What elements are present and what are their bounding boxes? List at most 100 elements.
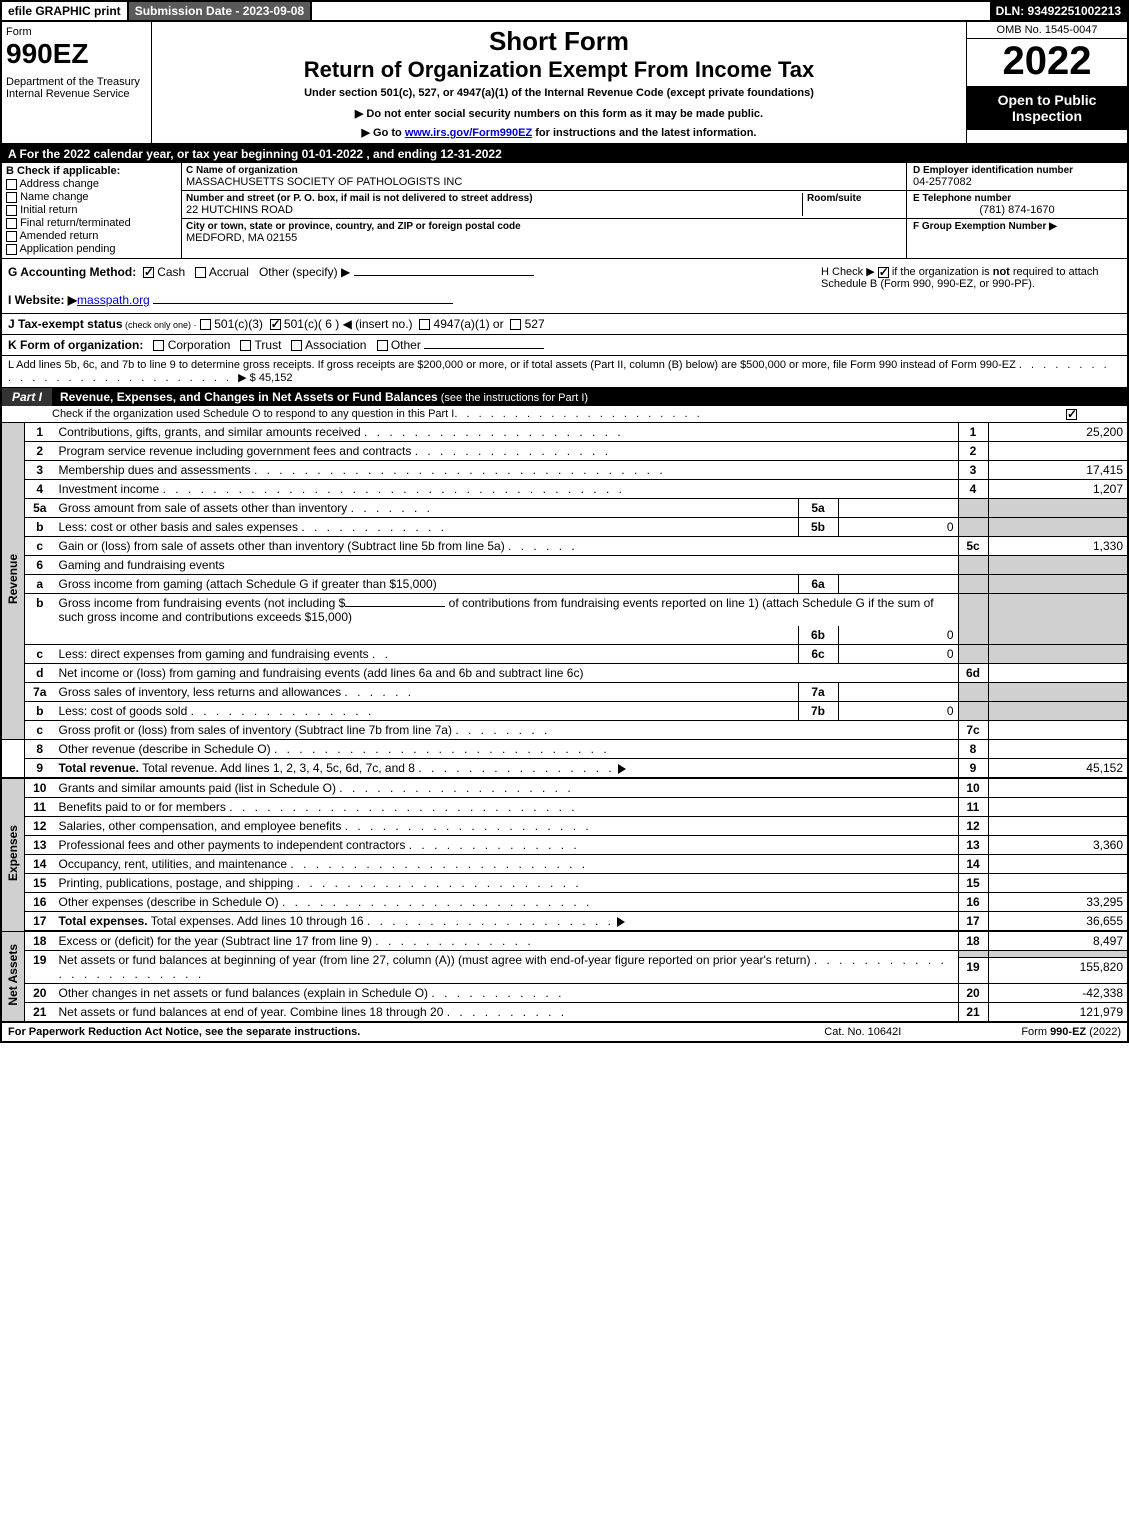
line-11-value (988, 798, 1128, 817)
check-501c[interactable] (270, 319, 281, 330)
line-10-value (988, 778, 1128, 798)
expenses-section-label: Expenses (1, 778, 25, 931)
ein-label: D Employer identification number (913, 165, 1121, 176)
part-i-tab: Part I (2, 388, 52, 406)
check-501c3[interactable] (200, 319, 211, 330)
line-19-value: 155,820 (988, 957, 1128, 983)
submission-date: Submission Date - 2023-09-08 (129, 2, 312, 20)
org-name: MASSACHUSETTS SOCIETY OF PATHOLOGISTS IN… (186, 176, 902, 188)
street-label: Number and street (or P. O. box, if mail… (186, 193, 802, 204)
under-section: Under section 501(c), 527, or 4947(a)(1)… (156, 87, 962, 99)
check-schedule-o[interactable] (1066, 409, 1077, 420)
line-16-value: 33,295 (988, 893, 1128, 912)
check-4947[interactable] (419, 319, 430, 330)
dln: DLN: 93492251002213 (990, 2, 1127, 20)
city-label: City or town, state or province, country… (186, 221, 902, 232)
line-18-value: 8,497 (988, 931, 1128, 951)
col-d-numbers: D Employer identification number 04-2577… (907, 163, 1127, 258)
line-7a-value (838, 683, 958, 702)
goto-instructions: ▶ Go to www.irs.gov/Form990EZ for instru… (156, 126, 962, 139)
check-name-change[interactable]: Name change (6, 191, 177, 203)
check-527[interactable] (510, 319, 521, 330)
row-j-tax-exempt: J Tax-exempt status (check only one) · 5… (0, 314, 1129, 335)
tel-label: E Telephone number (913, 193, 1121, 204)
triangle-icon (617, 917, 625, 927)
check-amended-return[interactable]: Amended return (6, 230, 177, 242)
do-not-enter: ▶ Do not enter social security numbers o… (156, 107, 962, 120)
line-1-value: 25,200 (988, 423, 1128, 442)
line-21-value: 121,979 (988, 1003, 1128, 1022)
lines-table: Revenue 1 Contributions, gifts, grants, … (0, 423, 1129, 1022)
group-exemption-label: F Group Exemption Number ▶ (913, 221, 1121, 232)
check-initial-return[interactable]: Initial return (6, 204, 177, 216)
line-7c-value (988, 721, 1128, 740)
accounting-method: G Accounting Method: Cash Accrual Other … (8, 265, 821, 279)
check-schedule-b[interactable] (878, 267, 889, 278)
line-5a-value (838, 499, 958, 518)
line-9-value: 45,152 (988, 759, 1128, 779)
check-application-pending[interactable]: Application pending (6, 243, 177, 255)
top-bar: efile GRAPHIC print Submission Date - 20… (0, 0, 1129, 22)
goto-pre: ▶ Go to (362, 127, 405, 139)
tel-value: (781) 874-1670 (913, 204, 1121, 216)
line-6d-value (988, 664, 1128, 683)
department: Department of the Treasury Internal Reve… (6, 76, 147, 100)
line-6b-value: 0 (838, 626, 958, 645)
website-link[interactable]: masspath.org (77, 293, 150, 307)
city-value: MEDFORD, MA 02155 (186, 232, 902, 244)
line-6c-value: 0 (838, 645, 958, 664)
part-i-title: Revenue, Expenses, and Changes in Net As… (52, 388, 1127, 406)
efile-label[interactable]: efile GRAPHIC print (2, 2, 129, 20)
line-15-value (988, 874, 1128, 893)
line-8-value (988, 740, 1128, 759)
goto-post: for instructions and the latest informat… (532, 127, 756, 139)
tax-year: 2022 (967, 39, 1127, 84)
org-name-label: C Name of organization (186, 165, 902, 176)
cat-no: Cat. No. 10642I (824, 1026, 901, 1038)
line-17-value: 36,655 (988, 912, 1128, 932)
line-14-value (988, 855, 1128, 874)
line-7b-value: 0 (838, 702, 958, 721)
check-cash[interactable] (143, 267, 154, 278)
ein-value: 04-2577082 (913, 176, 1121, 188)
line-13-value: 3,360 (988, 836, 1128, 855)
line-3-value: 17,415 (988, 461, 1128, 480)
part-i-check-row: Check if the organization used Schedule … (0, 406, 1129, 423)
line-20-value: -42,338 (988, 984, 1128, 1003)
line-5b-value: 0 (838, 518, 958, 537)
form-footer: Form 990-EZ (2022) (1021, 1026, 1121, 1038)
row-h-schedule-b: H Check ▶ if the organization is not req… (821, 265, 1121, 307)
line-12-value (988, 817, 1128, 836)
form-label: Form (6, 26, 147, 38)
dots: . . . . . . . . . . . . . . . . . . . . … (454, 408, 702, 420)
check-accrual[interactable] (195, 267, 206, 278)
street-value: 22 HUTCHINS ROAD (186, 204, 802, 216)
col-c-org-info: C Name of organization MASSACHUSETTS SOC… (182, 163, 907, 258)
check-corporation[interactable] (153, 340, 164, 351)
room-label: Room/suite (807, 193, 902, 204)
revenue-section-label: Revenue (1, 423, 25, 740)
netassets-section-label: Net Assets (1, 931, 25, 1022)
paperwork-notice: For Paperwork Reduction Act Notice, see … (8, 1026, 360, 1038)
triangle-icon (618, 764, 626, 774)
row-gh: G Accounting Method: Cash Accrual Other … (0, 259, 1129, 314)
check-other-org[interactable] (377, 340, 388, 351)
check-final-return[interactable]: Final return/terminated (6, 217, 177, 229)
form-number: 990EZ (6, 38, 147, 70)
omb-number: OMB No. 1545-0047 (967, 22, 1127, 39)
return-title: Return of Organization Exempt From Incom… (156, 57, 962, 83)
line-num: 1 (25, 423, 55, 442)
line-5c-value: 1,330 (988, 537, 1128, 556)
line-2-value (988, 442, 1128, 461)
check-association[interactable] (291, 340, 302, 351)
page-footer: For Paperwork Reduction Act Notice, see … (0, 1022, 1129, 1043)
irs-link[interactable]: www.irs.gov/Form990EZ (405, 127, 532, 139)
header-right: OMB No. 1545-0047 2022 Open to Public In… (967, 22, 1127, 143)
check-trust[interactable] (240, 340, 251, 351)
form-header: Form 990EZ Department of the Treasury In… (0, 22, 1129, 145)
check-address-change[interactable]: Address change (6, 178, 177, 190)
row-l-gross-receipts: L Add lines 5b, 6c, and 7b to line 9 to … (0, 356, 1129, 388)
row-a-calendar-year: A For the 2022 calendar year, or tax yea… (0, 145, 1129, 163)
part-i-header: Part I Revenue, Expenses, and Changes in… (0, 388, 1129, 406)
open-to-public: Open to Public Inspection (967, 86, 1127, 130)
